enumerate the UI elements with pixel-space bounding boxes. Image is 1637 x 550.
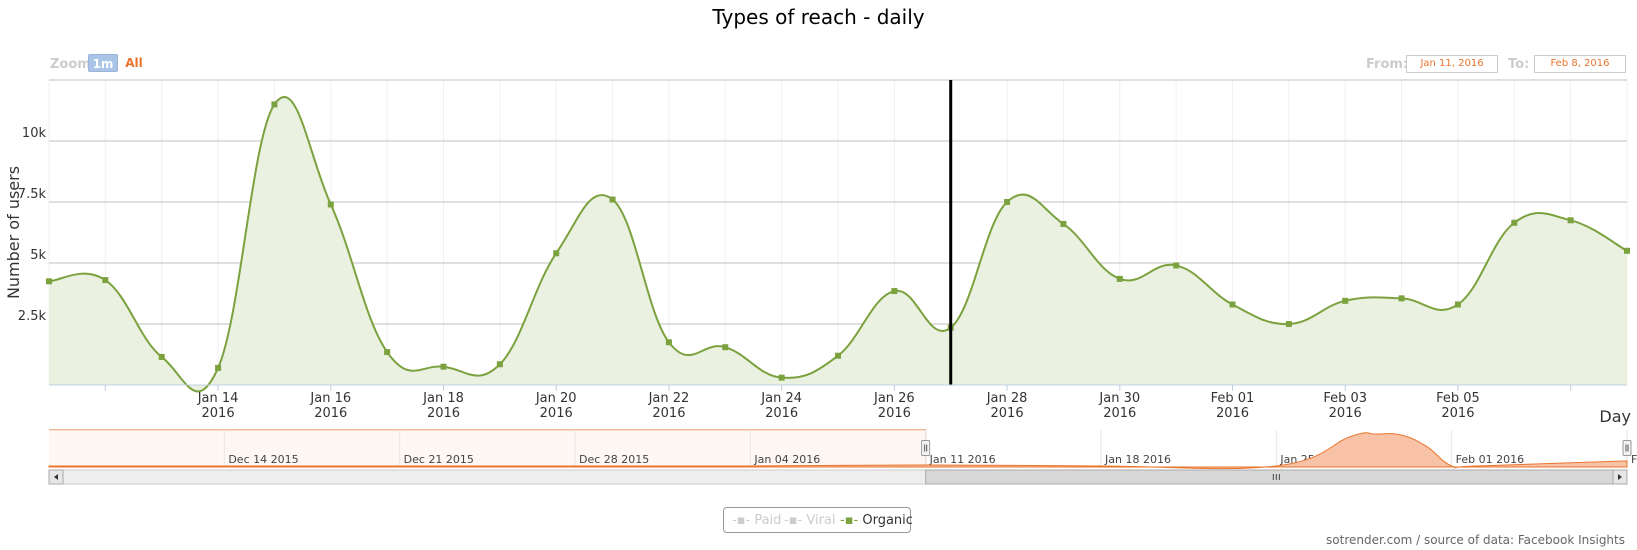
organic-point[interactable] xyxy=(440,363,447,370)
axis-layer: 2.5k 5k 7.5k 10k Jan 14 2016 Jan 16 2016 Jan 18 2… xyxy=(18,126,1627,421)
x-tick-label: Jan 26 2016 xyxy=(873,391,915,421)
organic-point[interactable] xyxy=(1229,301,1236,308)
y-tick-label: 10k xyxy=(22,126,47,141)
organic-point[interactable] xyxy=(665,339,672,346)
zoom-1m-button[interactable]: 1m xyxy=(88,54,118,72)
x-tick-label: Jan 24 2016 xyxy=(760,391,802,421)
legend: -▪- Paid -▪- Viral -▪- Organic xyxy=(723,507,913,533)
credit-text: sotrender.com / source of data: Facebook… xyxy=(1326,533,1625,547)
x-tick-label: Jan 20 2016 xyxy=(535,391,577,421)
legend-marker-icon: -▪- xyxy=(840,513,859,528)
x-tick-label: Jan 16 2016 xyxy=(309,391,351,421)
arrow-left-icon xyxy=(54,474,58,480)
navigator-tick-label: Jan 04 2016 xyxy=(753,453,820,466)
navigator-series-area xyxy=(48,432,1628,470)
organic-point[interactable] xyxy=(327,201,334,208)
x-axis-title: Day xyxy=(1599,407,1631,426)
x-tick-label: Jan 30 2016 xyxy=(1098,391,1140,421)
to-label: To: xyxy=(1508,57,1530,72)
organic-point[interactable] xyxy=(553,250,560,257)
x-tick-label: Feb 05 2016 xyxy=(1436,391,1480,421)
x-tick-label: Jan 14 2016 xyxy=(197,391,239,421)
organic-point[interactable] xyxy=(891,288,898,295)
legend-item-organic[interactable]: -▪- Organic xyxy=(840,513,913,528)
navigator-tick-label: Dec 14 2015 xyxy=(228,453,298,466)
x-tick-label: Feb 03 2016 xyxy=(1323,391,1367,421)
legend-marker-icon: -▪- xyxy=(784,513,803,528)
organic-point[interactable] xyxy=(1398,295,1405,302)
from-date-input[interactable]: Jan 11, 2016 xyxy=(1406,55,1498,73)
navigator-tick-label: Feb 08 2016 xyxy=(1631,453,1637,466)
navigator-tick-label: Feb 01 2016 xyxy=(1456,453,1524,466)
organic-point[interactable] xyxy=(384,349,391,356)
legend-item-viral[interactable]: -▪- Viral xyxy=(784,513,836,528)
arrow-right-icon xyxy=(1618,474,1622,480)
to-date-input[interactable]: Feb 8, 2016 xyxy=(1534,55,1626,73)
navigator-tick-label: Dec 28 2015 xyxy=(579,453,649,466)
organic-point[interactable] xyxy=(1173,262,1180,269)
legend-label: Viral xyxy=(806,513,836,528)
navigator-mask xyxy=(49,430,926,467)
y-tick-label: 5k xyxy=(30,248,46,263)
from-label: From: xyxy=(1366,57,1409,72)
organic-point[interactable] xyxy=(102,277,109,284)
navigator-tick-label: Jan 11 2016 xyxy=(929,453,996,466)
navigator[interactable]: Dec 14 2015 Dec 21 2015 Dec 28 2015 Jan 04 … xyxy=(48,429,1637,485)
organic-point[interactable] xyxy=(1511,219,1518,226)
legend-label: Paid xyxy=(754,513,782,528)
organic-point[interactable] xyxy=(835,352,841,359)
organic-point[interactable] xyxy=(1624,247,1630,254)
navigator-left-handle[interactable] xyxy=(921,440,931,456)
legend-marker-icon: -▪- xyxy=(732,513,751,528)
organic-area-fill xyxy=(49,96,1627,392)
y-tick-label: 2.5k xyxy=(18,309,47,324)
legend-item-paid[interactable]: -▪- Paid xyxy=(732,513,781,528)
x-tick-label: Jan 28 2016 xyxy=(986,391,1028,421)
y-axis-title: Number of users xyxy=(4,166,23,299)
organic-point[interactable] xyxy=(1060,220,1067,227)
zoom-label: Zoom xyxy=(50,57,91,72)
organic-point[interactable] xyxy=(1285,321,1292,327)
organic-point[interactable] xyxy=(271,101,278,108)
chart-title: Types of reach - daily xyxy=(712,5,925,29)
organic-point[interactable] xyxy=(1454,301,1461,308)
navigator-tick-label: Dec 21 2015 xyxy=(404,453,474,466)
organic-points xyxy=(46,101,1630,381)
x-tick-label: Jan 22 2016 xyxy=(648,391,690,421)
legend-label: Organic xyxy=(862,513,913,528)
navigator-tick-label: Jan 18 2016 xyxy=(1104,453,1171,466)
organic-point[interactable] xyxy=(1004,199,1011,205)
organic-point[interactable] xyxy=(496,361,503,368)
organic-point[interactable] xyxy=(215,364,222,371)
organic-point[interactable] xyxy=(778,374,785,381)
y-tick-label: 7.5k xyxy=(18,187,47,202)
organic-point[interactable] xyxy=(1116,275,1123,282)
zoom-all-button[interactable]: All xyxy=(125,56,143,70)
organic-point[interactable] xyxy=(1567,217,1574,224)
organic-point[interactable] xyxy=(158,353,165,360)
organic-point[interactable] xyxy=(46,278,52,285)
organic-point[interactable] xyxy=(609,196,616,203)
navigator-right-handle[interactable] xyxy=(1622,440,1632,456)
organic-point[interactable] xyxy=(1342,297,1349,304)
x-tick-label: Jan 18 2016 xyxy=(422,391,464,421)
x-tick-label: Feb 01 2016 xyxy=(1211,391,1255,421)
organic-point[interactable] xyxy=(722,344,729,351)
